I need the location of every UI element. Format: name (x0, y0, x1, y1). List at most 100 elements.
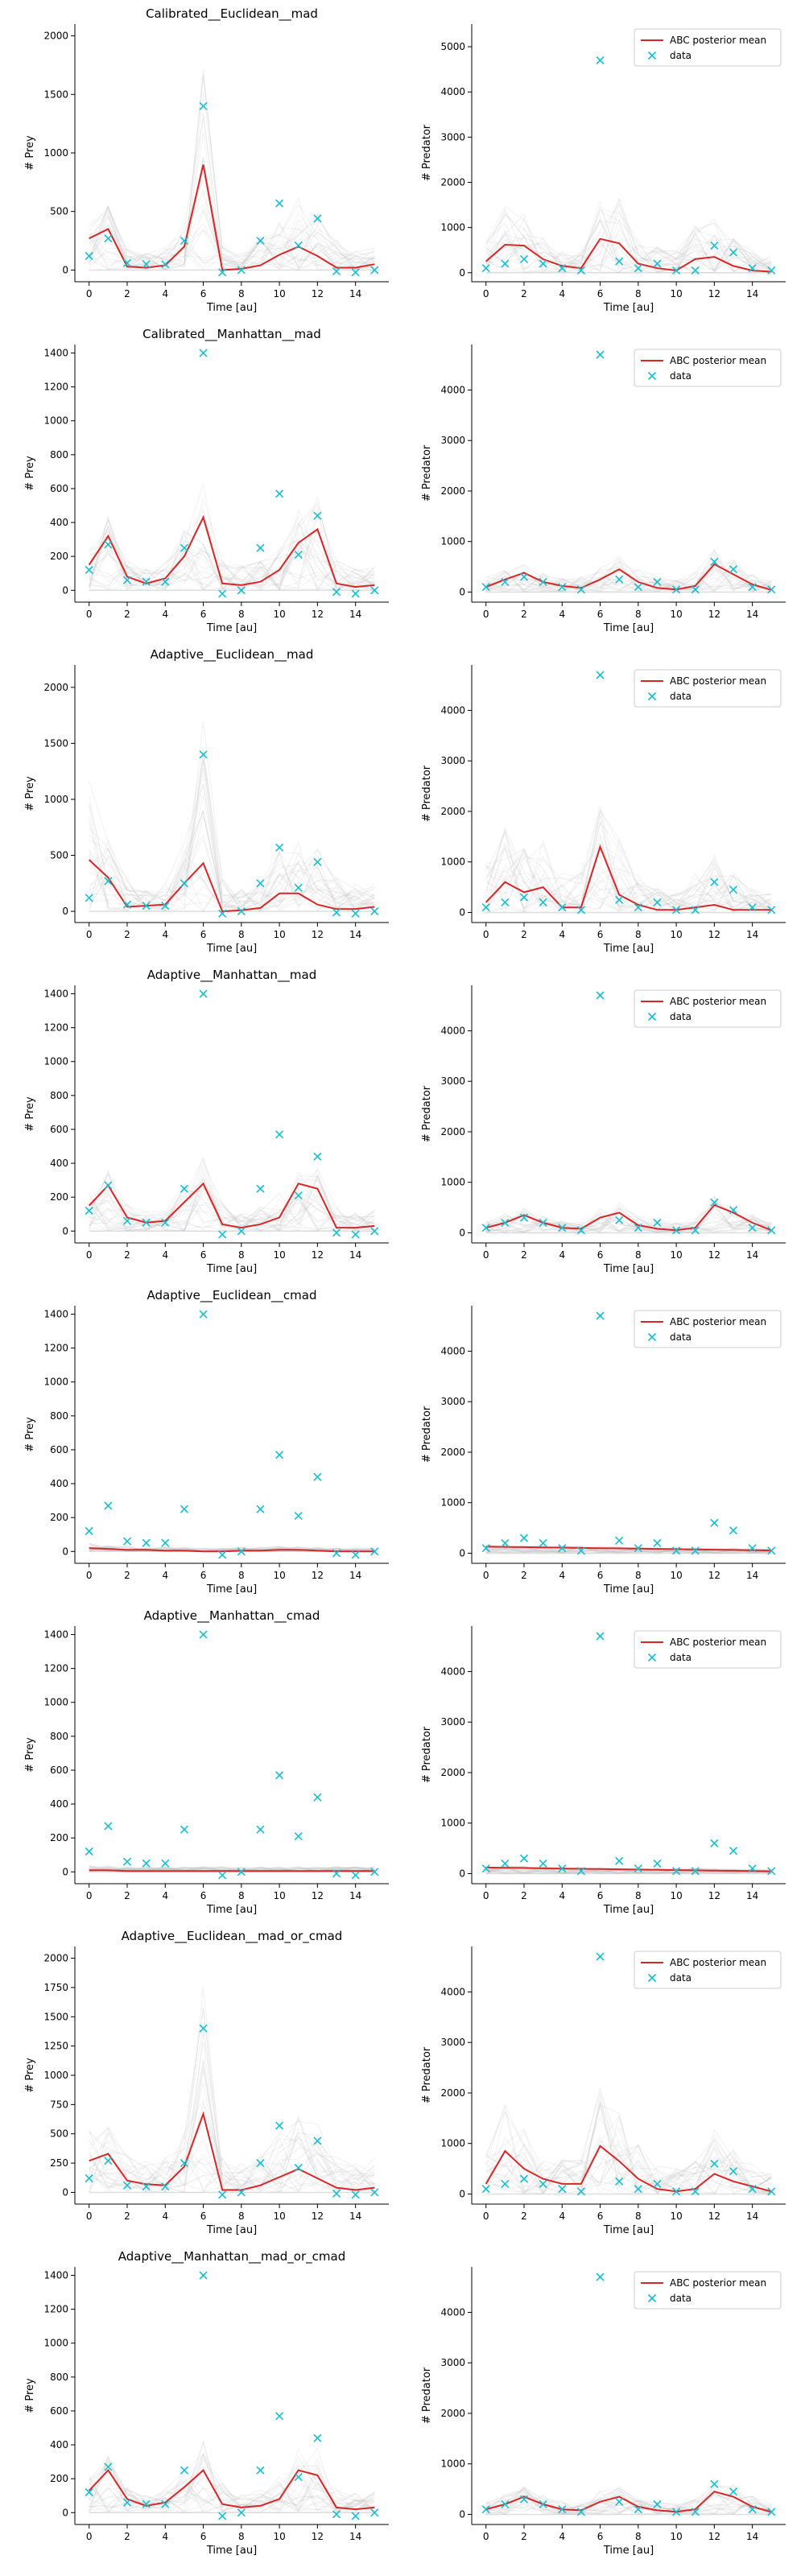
data-point (351, 1550, 360, 1559)
data-marker-stroke (710, 1518, 719, 1527)
data-point (576, 585, 585, 594)
data-point (332, 588, 341, 597)
posterior-trajectory (485, 213, 772, 272)
posterior-trajectory (485, 2136, 772, 2194)
posterior-trajectory (485, 559, 772, 592)
posterior-trajectory (485, 2152, 772, 2194)
y-tick-label: 0 (459, 2508, 465, 2520)
legend-mean-label: ABC posterior mean (670, 1637, 766, 1648)
data-marker-stroke (653, 2500, 662, 2508)
data-point (767, 2508, 776, 2516)
data-marker-stroke (539, 259, 547, 268)
x-tick-label: 0 (483, 2531, 489, 2542)
posterior-trajectory (485, 1212, 772, 1232)
data-point (481, 1544, 490, 1553)
data-marker-stroke (767, 1867, 776, 1876)
posterior-trajectory (485, 2486, 772, 2515)
data-point (275, 843, 284, 852)
data-point (653, 259, 662, 268)
posterior-trajectory (89, 112, 375, 270)
data-marker-stroke (142, 1538, 151, 1547)
x-tick-label: 14 (746, 929, 758, 940)
abc-posterior-mean-line (485, 237, 772, 273)
y-axis-label: # Prey (24, 456, 36, 491)
data-marker-stroke (576, 1546, 585, 1555)
data-point (122, 1857, 132, 1866)
plot-area (88, 1156, 375, 1232)
posterior-trajectory (89, 482, 375, 589)
data-point (558, 2185, 567, 2194)
data-marker-stroke (142, 260, 151, 269)
data-marker-stroke (539, 1218, 547, 1227)
data-point (85, 2487, 93, 2497)
x-tick-label: 4 (162, 288, 168, 299)
posterior-trajectory (89, 2161, 375, 2193)
data-point (634, 1224, 642, 1232)
posterior-trajectory (485, 555, 772, 592)
x-tick-label: 2 (521, 609, 527, 620)
posterior-trajectory (89, 2455, 375, 2513)
data-marker-stroke (332, 2189, 341, 2198)
posterior-trajectory (89, 2460, 375, 2513)
data-point (199, 1310, 208, 1319)
posterior-trajectory (89, 530, 375, 590)
y-tick-label: 2000 (440, 1767, 465, 1778)
posterior-trajectory (485, 560, 772, 592)
posterior-trajectory (89, 1161, 375, 1231)
chart-panel-11: 0 2 4 6 8 10 12 14 0 200 400 600 800 1000 1200 1400 Time… (24, 1608, 389, 1916)
x-tick-label: 2 (521, 288, 527, 299)
posterior-trajectory (485, 852, 772, 911)
chart-title: Adaptive__Euclidean__mad_or_cmad (122, 1929, 343, 1944)
posterior-trajectory (485, 1203, 772, 1233)
data-point (710, 2479, 719, 2488)
posterior-trajectory (89, 1866, 375, 1872)
data-marker-stroke (691, 1226, 700, 1235)
data-marker-stroke (199, 2271, 208, 2280)
x-axis-label: Time [au] (206, 622, 257, 634)
data-point (558, 903, 567, 912)
y-tick-label: 1000 (43, 147, 68, 159)
posterior-trajectory (485, 2490, 772, 2515)
data-marker-stroke (691, 1867, 700, 1876)
data-point (237, 1547, 246, 1556)
data-marker-stroke (558, 2505, 567, 2514)
data-marker-stroke (481, 1544, 490, 1553)
x-tick-label: 10 (670, 288, 682, 299)
posterior-trajectory (485, 2135, 772, 2194)
data-marker-stroke (767, 906, 776, 914)
data-marker-stroke (351, 909, 360, 918)
posterior-trajectory (485, 1212, 772, 1233)
posterior-trajectory (89, 1866, 375, 1872)
legend: ABC posterior mean data (634, 2271, 782, 2310)
x-tick-label: 14 (746, 2531, 758, 2542)
data-marker-stroke (122, 258, 132, 267)
data-marker-stroke (122, 2498, 132, 2507)
data-point (691, 266, 700, 275)
data-marker-stroke (332, 908, 341, 917)
x-tick-label: 10 (273, 1249, 285, 1261)
posterior-trajectory (485, 2116, 772, 2194)
posterior-trajectory (89, 2477, 375, 2512)
data-point (199, 750, 208, 759)
data-marker-stroke (370, 907, 379, 916)
posterior-trajectory (89, 2156, 375, 2193)
x-tick-label: 6 (597, 1890, 604, 1901)
posterior-trajectory (485, 842, 772, 914)
x-tick-label: 2 (521, 2531, 527, 2542)
data-marker-stroke (237, 1868, 246, 1876)
data-point (370, 266, 379, 275)
data-marker-stroke (576, 1867, 585, 1876)
x-tick-label: 10 (273, 929, 285, 940)
y-tick-label: 400 (50, 1798, 68, 1810)
y-tick-label: 4000 (440, 1666, 465, 1677)
posterior-trajectory (89, 2461, 375, 2511)
data-marker-stroke (539, 1538, 547, 1547)
x-tick-label: 12 (708, 2531, 720, 2542)
data-marker-stroke (332, 1549, 341, 1558)
x-tick-label: 2 (521, 1890, 527, 1901)
data-marker-stroke (634, 1224, 642, 1232)
chart-panel-3: 0 2 4 6 8 10 12 14 0 200 400 600 800 1000 1200 1400 Time… (24, 327, 389, 634)
data-marker-stroke (596, 991, 605, 1000)
posterior-trajectory (89, 549, 375, 591)
